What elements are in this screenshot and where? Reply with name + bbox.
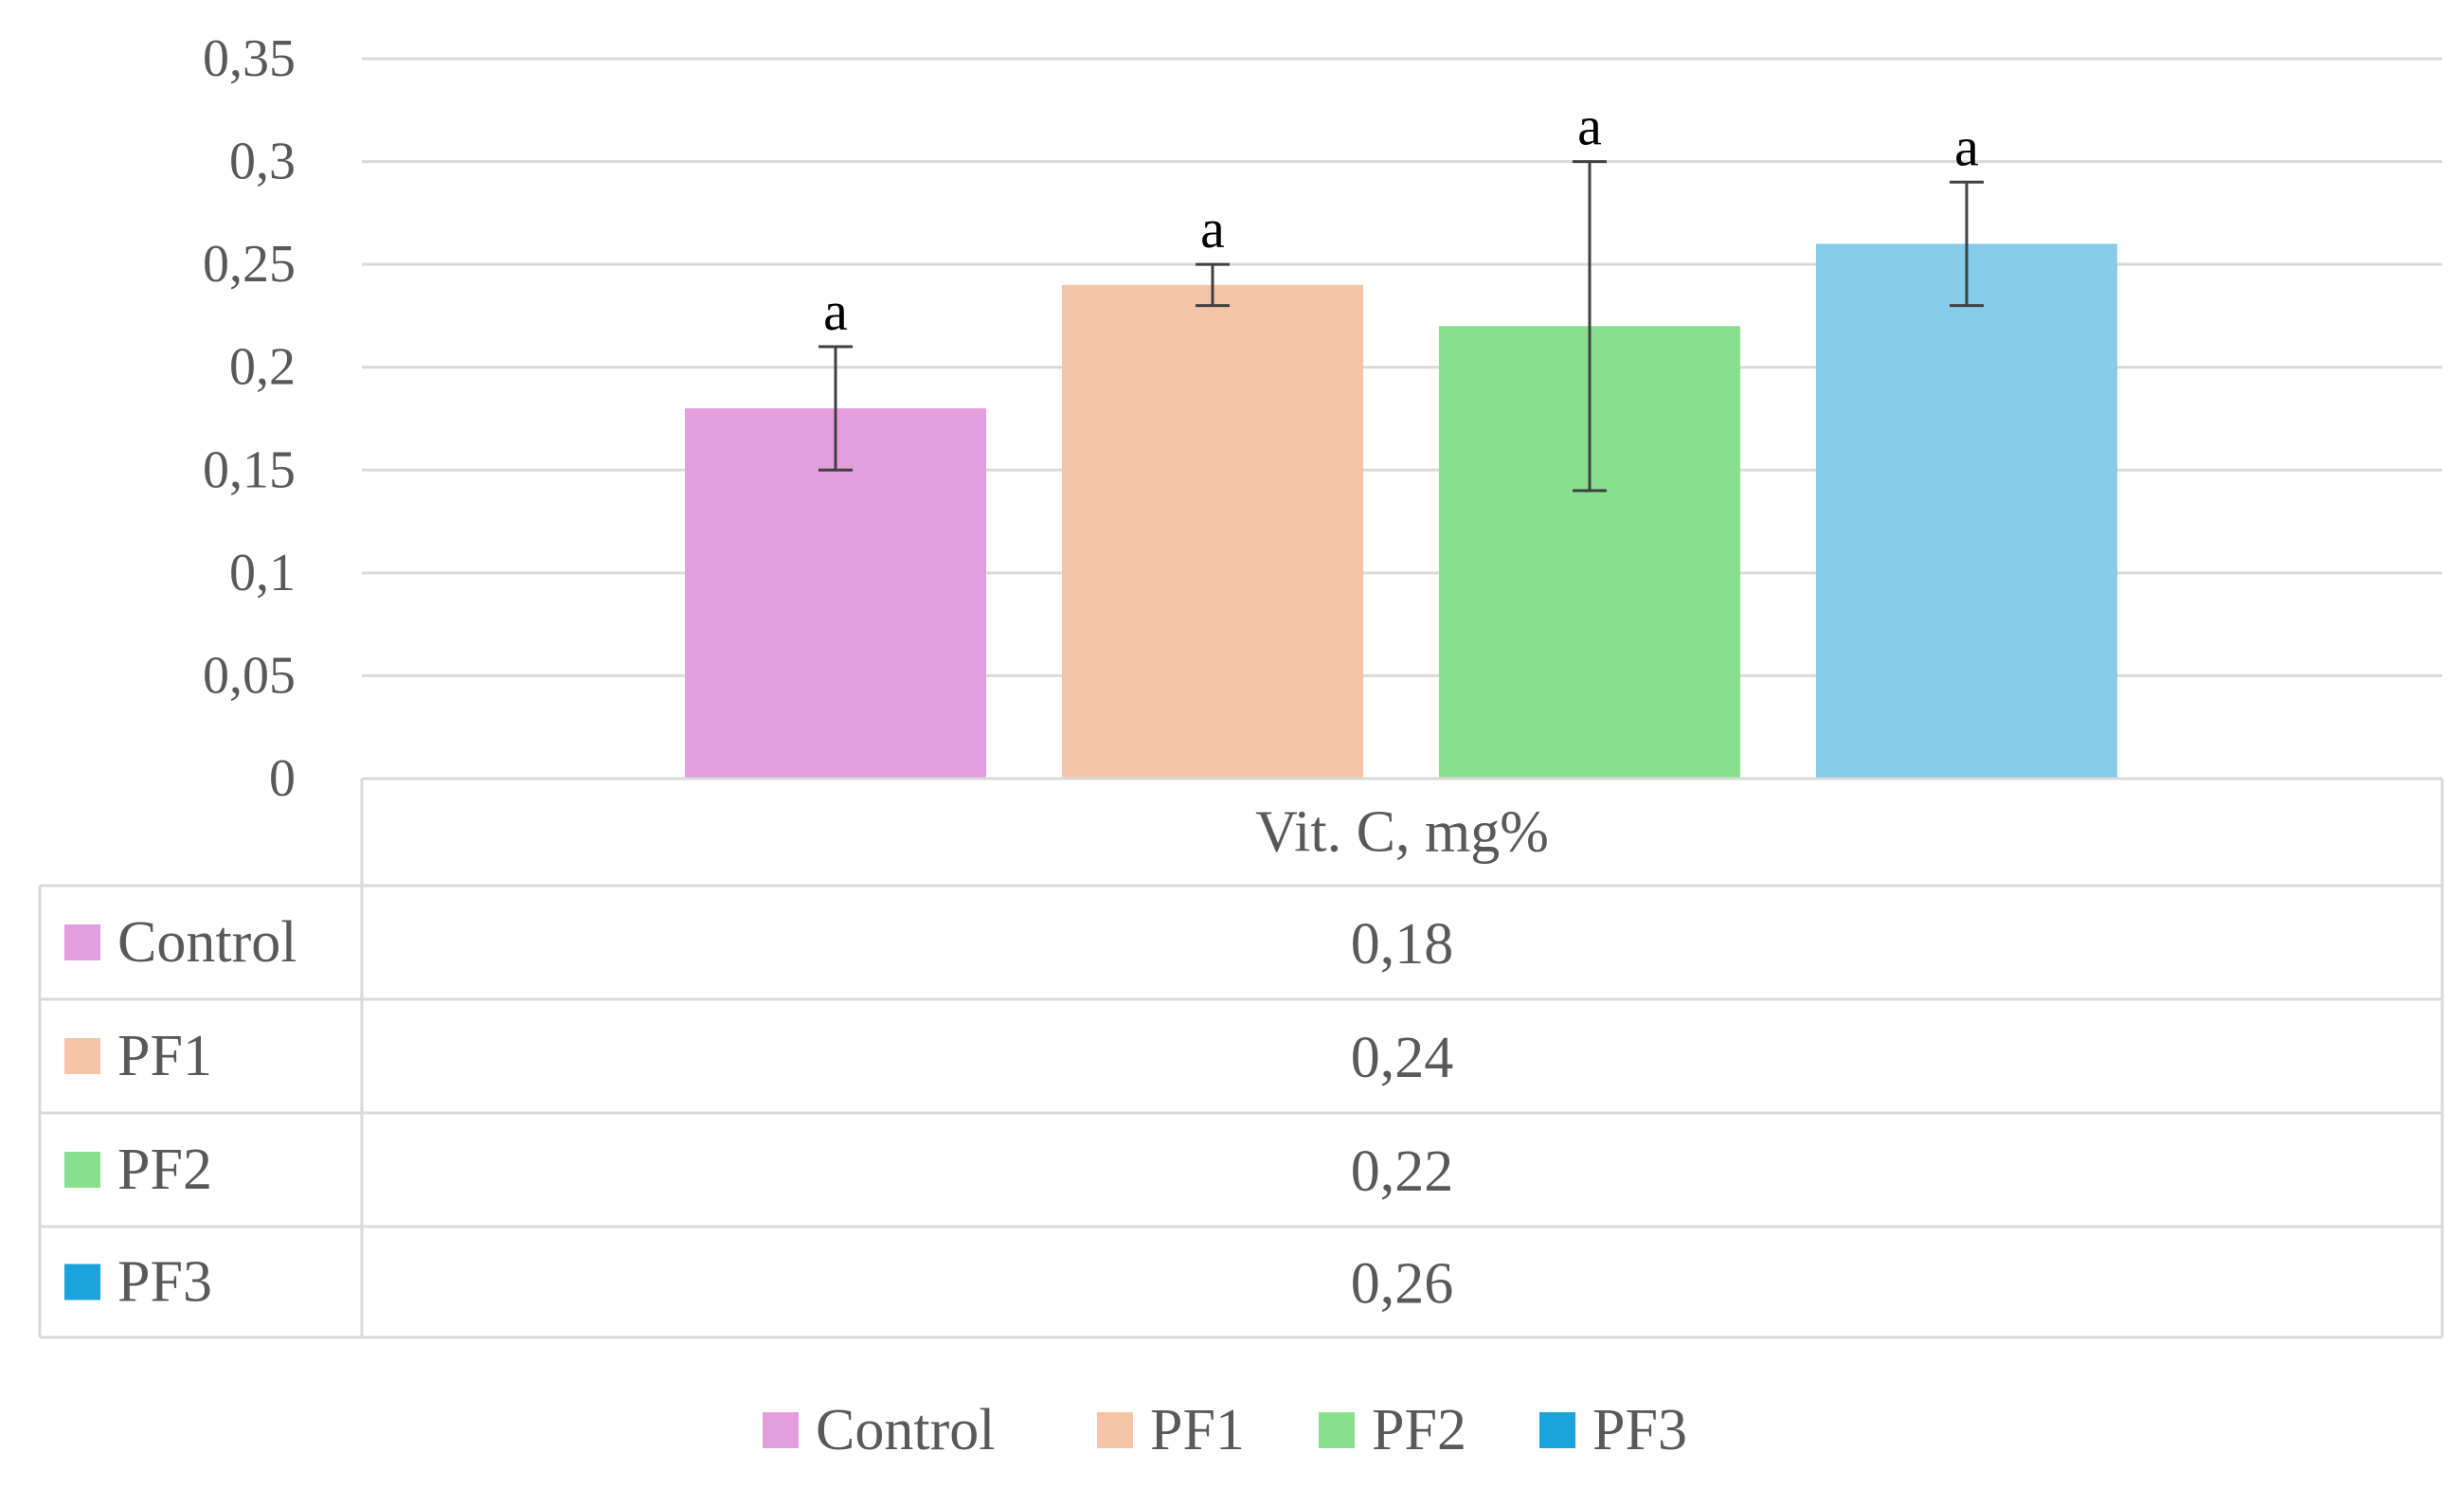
legend-key — [1539, 1412, 1575, 1448]
table-legend-key — [64, 1152, 100, 1188]
legend: Control PF1 PF2 PF3 — [763, 1398, 1687, 1462]
legend-label: Control — [816, 1398, 995, 1462]
series-pf1: a — [1062, 198, 1363, 779]
legend-label: PF1 — [1150, 1398, 1245, 1462]
table-legend-key — [64, 1038, 100, 1074]
legend-label: PF3 — [1592, 1398, 1687, 1462]
significance-letter: a — [1577, 96, 1602, 157]
table-header-category: Vit. C, mg% — [1255, 800, 1549, 865]
bar — [1062, 284, 1363, 779]
error-bar — [1573, 160, 1607, 493]
table-value: 0,24 — [1351, 1026, 1454, 1090]
table-row: PF1 0,24 — [64, 1024, 1453, 1090]
series-pf2: a — [1439, 96, 1740, 779]
legend-item-pf3: PF3 — [1539, 1398, 1687, 1462]
bar — [1816, 243, 2117, 779]
table-row-label: PF3 — [117, 1250, 212, 1315]
y-tick-label: 0,2 — [229, 338, 296, 397]
significance-letter: a — [1954, 116, 1979, 177]
y-tick-label: 0,35 — [203, 29, 296, 88]
table-legend-key — [64, 924, 100, 960]
legend-item-pf1: PF1 — [1097, 1398, 1245, 1462]
table-row-label: PF2 — [117, 1138, 212, 1202]
data-table: Vit. C, mg% Control 0,18 PF1 0,24 PF2 0,22 PF3 0… — [38, 777, 2444, 1339]
significance-letter: a — [823, 280, 848, 342]
significance-letter: a — [1200, 198, 1225, 260]
y-tick-label: 0,05 — [203, 646, 296, 705]
error-bar — [818, 345, 853, 472]
y-tick-label: 0 — [269, 749, 296, 808]
y-tick-label: 0,15 — [203, 440, 296, 499]
table-row: PF3 0,26 — [64, 1250, 1453, 1317]
table-legend-key — [64, 1264, 100, 1300]
legend-key — [763, 1412, 799, 1448]
error-bar — [1950, 180, 1984, 308]
bars: a a a a — [685, 96, 2117, 779]
legend-key — [1319, 1412, 1355, 1448]
legend-label: PF2 — [1372, 1398, 1466, 1462]
table-row: Control 0,18 — [64, 910, 1453, 977]
table-value: 0,18 — [1351, 912, 1454, 977]
y-tick-label: 0,3 — [229, 133, 296, 191]
table-value: 0,22 — [1351, 1139, 1454, 1204]
series-control: a — [685, 280, 986, 779]
y-tick-label: 0,25 — [203, 235, 296, 294]
table-row: PF2 0,22 — [64, 1138, 1453, 1204]
error-bar — [1196, 262, 1230, 308]
y-axis-tick-labels: 0 0,05 0,1 0,15 0,2 0,25 0,3 0,35 — [203, 29, 296, 808]
gridlines — [362, 57, 2442, 677]
table-row-label: Control — [117, 910, 297, 975]
legend-key — [1097, 1412, 1133, 1448]
series-pf3: a — [1816, 116, 2117, 779]
legend-item-pf2: PF2 — [1319, 1398, 1466, 1462]
y-tick-label: 0,1 — [229, 544, 296, 602]
table-value: 0,26 — [1351, 1252, 1454, 1317]
table-row-label: PF1 — [117, 1024, 212, 1088]
legend-item-control: Control — [763, 1398, 995, 1462]
